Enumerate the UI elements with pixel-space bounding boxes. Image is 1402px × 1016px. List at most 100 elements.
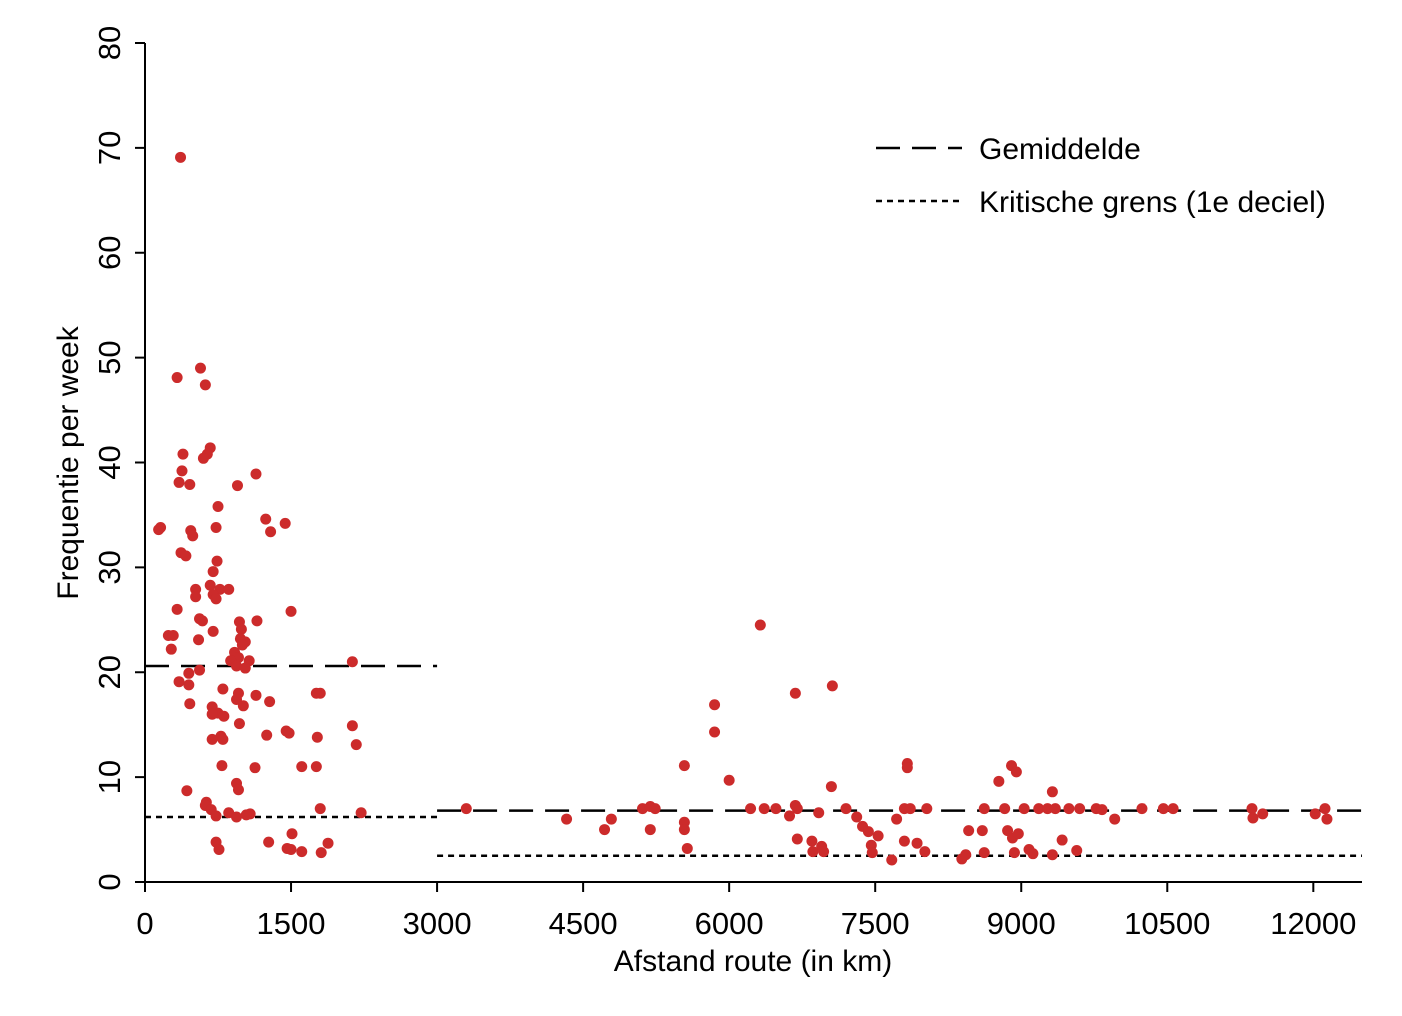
data-point	[190, 591, 202, 603]
legend-entry-label: Gemiddelde	[979, 133, 1141, 166]
data-point	[813, 807, 825, 819]
data-point	[911, 837, 923, 849]
data-point	[1157, 803, 1169, 815]
data-point	[212, 501, 224, 513]
data-point	[460, 803, 472, 815]
x-axis-label: Afstand route (in km)	[614, 945, 892, 978]
data-point	[153, 524, 165, 536]
data-point	[599, 824, 611, 836]
data-point	[649, 803, 661, 815]
legend-entry-label: Kritische grens (1e deciel)	[979, 186, 1326, 219]
data-point	[1056, 834, 1068, 846]
data-point	[862, 826, 874, 838]
y-axis-label: Frequentie per week	[52, 325, 85, 599]
data-point	[285, 843, 297, 855]
y-tick-label: 20	[92, 655, 127, 689]
data-point	[165, 643, 177, 655]
data-point	[1042, 803, 1054, 815]
data-point	[826, 680, 838, 692]
data-point	[901, 762, 913, 774]
reference-lines	[145, 664, 1362, 858]
data-point	[1109, 813, 1121, 825]
data-point	[187, 530, 199, 542]
data-point	[173, 676, 185, 688]
data-point	[181, 785, 193, 797]
data-point	[1321, 813, 1333, 825]
data-point	[216, 760, 228, 772]
data-point	[993, 775, 1005, 787]
data-point	[206, 708, 218, 720]
data-point	[211, 555, 223, 567]
data-point	[236, 639, 248, 651]
data-point	[978, 847, 990, 859]
data-point	[1018, 803, 1030, 815]
data-point	[194, 664, 206, 676]
data-point	[207, 625, 219, 637]
data-point	[218, 710, 230, 722]
x-tick-label: 6000	[695, 906, 764, 941]
data-point	[1247, 812, 1259, 824]
y-tick-label: 70	[92, 131, 127, 165]
data-point	[310, 687, 322, 699]
data-point	[249, 762, 261, 774]
data-point	[754, 619, 766, 631]
data-point	[1010, 766, 1022, 778]
data-point	[784, 810, 796, 822]
data-point	[251, 615, 263, 627]
data-point	[963, 825, 975, 837]
data-point	[770, 803, 782, 815]
data-point	[193, 634, 205, 646]
data-point	[678, 760, 690, 772]
data-point	[283, 727, 295, 739]
data-point	[1136, 803, 1148, 815]
data-point	[1008, 847, 1020, 859]
data-point	[204, 579, 216, 591]
data-point	[183, 679, 195, 691]
data-point	[322, 837, 334, 849]
data-point	[263, 836, 275, 848]
data-point	[1309, 808, 1321, 820]
data-point	[265, 526, 277, 538]
data-point	[605, 813, 617, 825]
data-point	[904, 803, 916, 815]
data-point	[207, 566, 219, 578]
data-point	[314, 803, 326, 815]
data-point	[976, 825, 988, 837]
data-point	[261, 729, 273, 741]
data-point	[213, 843, 225, 855]
data-point	[217, 733, 229, 745]
data-point	[807, 846, 819, 858]
data-point	[1319, 803, 1331, 815]
data-point	[644, 824, 656, 836]
data-point	[851, 811, 863, 823]
data-point	[217, 683, 229, 695]
data-point	[197, 452, 209, 464]
data-point	[818, 846, 830, 858]
data-point	[1063, 803, 1075, 815]
data-point	[279, 517, 291, 529]
data-point	[239, 662, 251, 674]
data-point	[1027, 848, 1039, 860]
y-tick-label: 30	[92, 550, 127, 584]
data-point	[1012, 828, 1024, 840]
data-point	[231, 660, 243, 672]
data-point	[898, 835, 910, 847]
data-point	[210, 810, 222, 822]
data-point	[260, 513, 272, 525]
data-point	[723, 774, 735, 786]
data-point	[758, 803, 770, 815]
data-point	[296, 761, 308, 773]
legend: Gemiddelde Kritische grens (1e deciel)	[876, 133, 1326, 219]
data-point	[678, 824, 690, 836]
data-point	[285, 605, 297, 617]
data-point	[960, 849, 972, 861]
data-point	[176, 465, 188, 477]
data-point	[1033, 803, 1045, 815]
data-point	[183, 667, 195, 679]
data-point	[296, 846, 308, 858]
data-point	[791, 833, 803, 845]
data-points	[153, 151, 1333, 866]
y-tick-label: 0	[92, 873, 127, 890]
y-tick-label: 40	[92, 445, 127, 479]
